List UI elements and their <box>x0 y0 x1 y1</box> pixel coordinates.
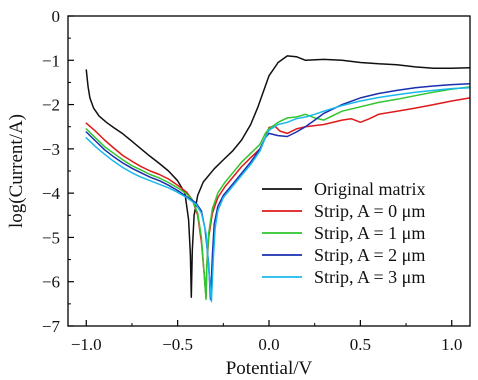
y-axis: −7 −6 −5 −4 −3 −2 −1 0 <box>42 7 74 336</box>
series-line-4 <box>85 86 470 303</box>
y-axis-title: log(Current/A) <box>6 114 27 228</box>
legend-label-4: Strip, A = 3 μm <box>314 267 425 287</box>
legend-label-0: Original matrix <box>314 179 425 199</box>
series-line-3 <box>85 83 470 301</box>
x-tick-label: 1.0 <box>441 335 462 354</box>
series-line-2 <box>85 86 470 301</box>
x-tick-label: 0.5 <box>350 335 371 354</box>
series-line-1 <box>85 97 470 298</box>
y-tick-label: −3 <box>42 140 60 159</box>
x-axis: −1.0 −0.5 0.0 0.5 1.0 <box>71 320 462 354</box>
y-tick-label: −6 <box>42 273 60 292</box>
y-tick-label: −7 <box>42 317 61 336</box>
y-tick-label: −1 <box>42 51 60 70</box>
x-tick-label: −0.5 <box>162 335 193 354</box>
legend-label-2: Strip, A = 1 μm <box>314 223 425 243</box>
series-layer <box>85 55 470 303</box>
y-tick-label: −5 <box>42 228 60 247</box>
x-tick-label: 0.0 <box>258 335 279 354</box>
y-tick-label: 0 <box>52 7 61 26</box>
legend-label-3: Strip, A = 2 μm <box>314 245 425 265</box>
x-axis-title: Potential/V <box>226 358 313 379</box>
series-line-0 <box>85 55 470 298</box>
y-tick-label: −2 <box>42 96 60 115</box>
legend-label-1: Strip, A = 0 μm <box>314 201 425 221</box>
x-tick-label: −1.0 <box>71 335 102 354</box>
y-tick-label: −4 <box>42 184 61 203</box>
